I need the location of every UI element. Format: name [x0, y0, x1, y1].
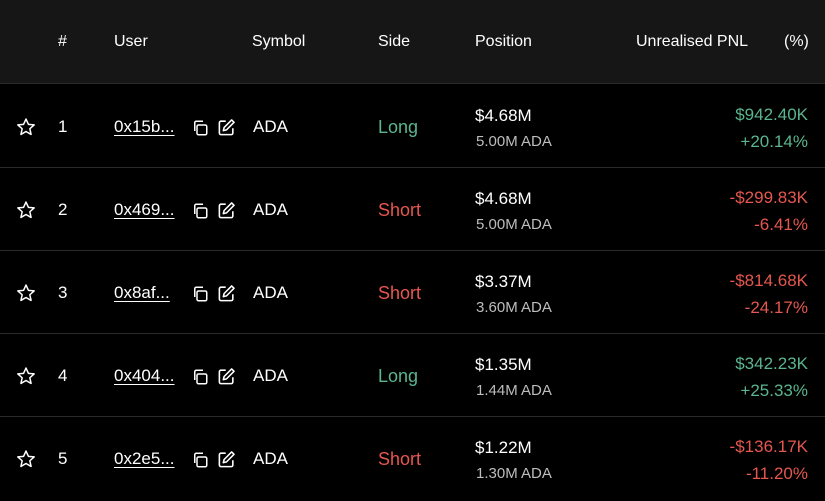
favorite-star-icon[interactable]: [16, 449, 36, 469]
copy-icon[interactable]: [191, 119, 209, 137]
symbol-label: ADA: [253, 449, 288, 468]
unrealised-pnl-value: $942.40K: [735, 105, 808, 124]
favorite-star-icon[interactable]: [16, 283, 36, 303]
unrealised-pnl-value: -$814.68K: [729, 271, 808, 290]
side-label: Short: [378, 283, 422, 303]
user-address-link[interactable]: 0x404...: [114, 366, 175, 385]
user-address-link[interactable]: 0x469...: [114, 200, 175, 219]
table-row: 3 0x8af... ADA Short $3.37M 3.60M ADA -$…: [0, 251, 825, 334]
user-address-link[interactable]: 0x2e5...: [114, 449, 175, 468]
table-row: 5 0x2e5... ADA Short $1.22M 1.30M ADA -$…: [0, 417, 825, 500]
unrealised-pnl-value: $342.23K: [735, 354, 808, 373]
unrealised-pnl-percent: -24.17%: [744, 298, 808, 317]
unrealised-pnl-value: -$299.83K: [729, 188, 808, 207]
unrealised-pnl-percent: +25.33%: [740, 381, 808, 400]
side-label: Long: [378, 117, 419, 137]
position-value: $4.68M: [475, 106, 532, 125]
table-header: # User Symbol Side Position Unrealised P…: [0, 0, 825, 84]
rank-number: 5: [58, 449, 68, 468]
header-percent: (%): [784, 33, 809, 50]
edit-icon[interactable]: [217, 367, 236, 386]
symbol-label: ADA: [253, 117, 288, 136]
rank-number: 3: [58, 283, 68, 302]
position-value: $1.35M: [475, 355, 532, 374]
side-label: Short: [378, 200, 422, 220]
copy-icon[interactable]: [191, 285, 209, 303]
symbol-label: ADA: [253, 283, 288, 302]
edit-icon[interactable]: [217, 118, 236, 137]
copy-icon[interactable]: [191, 368, 209, 386]
table-row: 4 0x404... ADA Long $1.35M 1.44M ADA $34…: [0, 334, 825, 417]
side-label: Short: [378, 449, 422, 469]
symbol-label: ADA: [253, 366, 288, 385]
table-row: 2 0x469... ADA Short $4.68M 5.00M ADA -$…: [0, 168, 825, 251]
header-side: Side: [378, 33, 411, 50]
edit-icon[interactable]: [217, 284, 236, 303]
position-size: 1.30M ADA: [476, 465, 552, 482]
symbol-label: ADA: [253, 200, 288, 219]
favorite-star-icon[interactable]: [16, 366, 36, 386]
table-row: 1 0x15b... ADA Long $4.68M 5.00M ADA $94…: [0, 85, 825, 168]
rank-number: 2: [58, 200, 68, 219]
header-user: User: [114, 33, 148, 50]
unrealised-pnl-value: -$136.17K: [729, 437, 808, 456]
position-size: 5.00M ADA: [476, 133, 552, 150]
rank-number: 4: [58, 366, 68, 385]
header-rank: #: [58, 33, 67, 50]
copy-icon[interactable]: [191, 202, 209, 220]
header-position: Position: [475, 33, 532, 50]
favorite-star-icon[interactable]: [16, 200, 36, 220]
position-size: 5.00M ADA: [476, 216, 552, 233]
favorite-star-icon[interactable]: [16, 117, 36, 137]
copy-icon[interactable]: [191, 451, 209, 469]
user-address-link[interactable]: 0x8af...: [114, 283, 170, 302]
header-unrealised-pnl: Unrealised PNL: [636, 33, 749, 50]
user-address-link[interactable]: 0x15b...: [114, 117, 175, 136]
side-label: Long: [378, 366, 419, 386]
edit-icon[interactable]: [217, 201, 236, 220]
position-value: $4.68M: [475, 189, 532, 208]
position-size: 1.44M ADA: [476, 382, 552, 399]
position-value: $1.22M: [475, 438, 532, 457]
rank-number: 1: [58, 117, 68, 136]
unrealised-pnl-percent: +20.14%: [740, 132, 808, 151]
edit-icon[interactable]: [217, 450, 236, 469]
position-value: $3.37M: [475, 272, 532, 291]
unrealised-pnl-percent: -11.20%: [745, 464, 808, 483]
unrealised-pnl-percent: -6.41%: [754, 215, 808, 234]
position-size: 3.60M ADA: [476, 299, 552, 316]
header-symbol: Symbol: [252, 33, 306, 50]
